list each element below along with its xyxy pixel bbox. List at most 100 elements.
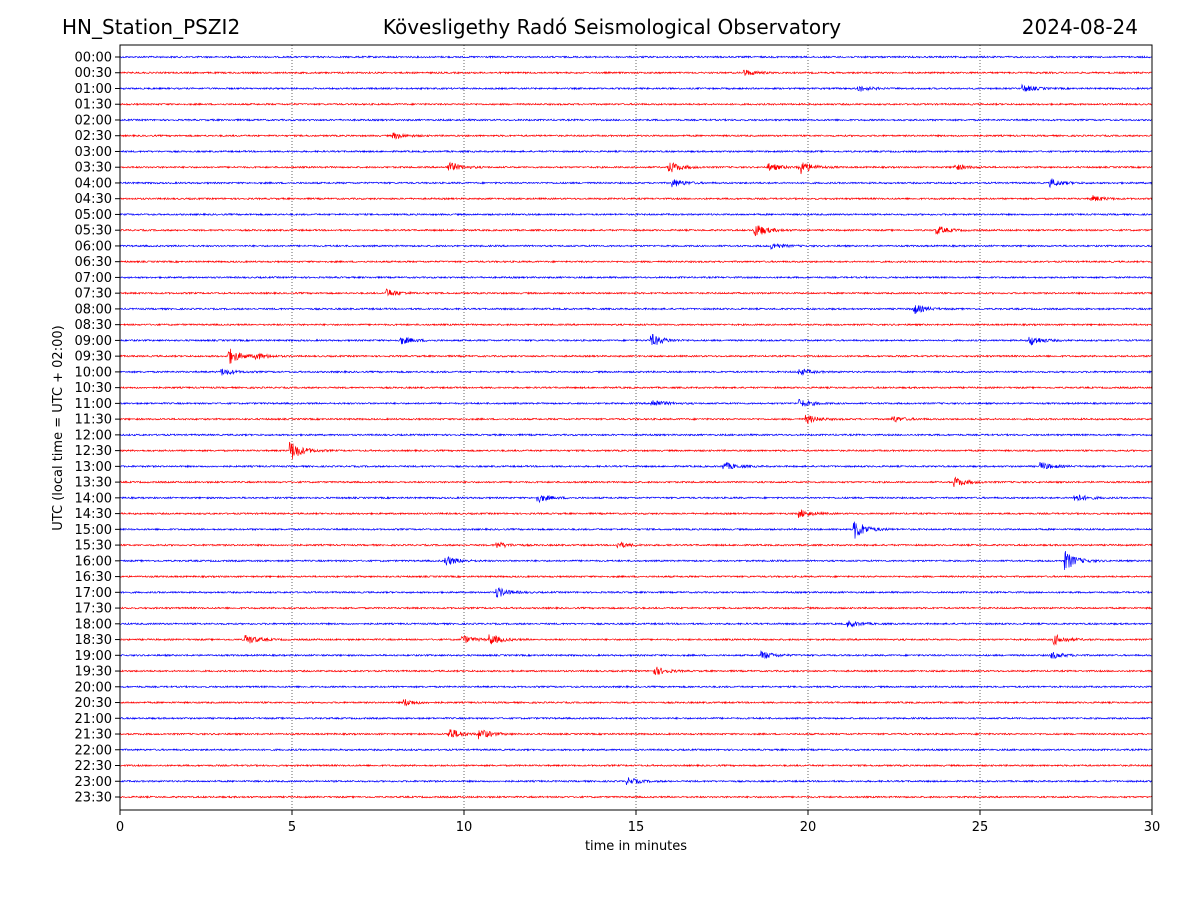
traces	[119, 55, 1153, 799]
y-tick-label: 19:00	[75, 649, 112, 664]
trace-0700	[119, 275, 1153, 280]
y-tick-label: 08:30	[75, 318, 112, 333]
y-tick-label: 07:00	[75, 271, 112, 286]
trace-0000	[119, 55, 1153, 59]
y-tick-label: 00:30	[75, 66, 112, 81]
y-tick-label: 12:30	[75, 444, 112, 459]
y-tick-label: 23:00	[75, 775, 112, 790]
y-tick-label: 01:00	[75, 82, 112, 97]
trace-1430	[119, 509, 1153, 519]
x-axis: 0 5 10 15 20 25 30	[116, 810, 1160, 835]
trace-0930	[119, 348, 1153, 364]
y-tick-label: 11:00	[75, 397, 112, 412]
grid-lines	[291, 45, 981, 810]
chart-date: 2024-08-24	[1021, 15, 1138, 39]
trace-0100	[119, 83, 1153, 92]
trace-2200	[119, 747, 1153, 752]
chart-title: Kövesligethy Radó Seismological Observat…	[382, 15, 842, 39]
y-tick-label: 01:30	[75, 98, 112, 113]
trace-1100	[119, 398, 1153, 407]
y-tick-label: 02:30	[75, 129, 112, 144]
y-tick-label: 05:00	[75, 208, 112, 223]
trace-1900	[119, 650, 1153, 660]
trace-2130	[120, 729, 1153, 740]
y-tick-label: 21:00	[75, 712, 112, 727]
y-tick-label: 04:00	[75, 176, 112, 191]
y-tick-label: 07:30	[75, 287, 112, 302]
trace-0130	[119, 102, 1153, 107]
trace-1830	[119, 633, 1153, 646]
x-tick-label: 25	[972, 820, 989, 835]
y-tick-label: 10:00	[75, 365, 112, 380]
trace-0500	[119, 212, 1153, 217]
y-axis-label: UTC (local time = UTC + 02:00)	[51, 325, 66, 530]
trace-2030	[119, 699, 1153, 707]
trace-1000	[119, 368, 1153, 376]
y-tick-label: 20:30	[75, 696, 112, 711]
y-tick-label: 13:00	[75, 460, 112, 475]
y-tick-label: 16:30	[75, 570, 112, 585]
trace-0900	[119, 334, 1153, 346]
trace-1030	[119, 385, 1153, 390]
y-tick-label: 03:30	[75, 161, 112, 176]
trace-1200	[119, 432, 1153, 437]
y-tick-label: 23:30	[75, 791, 112, 806]
y-tick-label: 18:30	[75, 633, 112, 648]
y-tick-label: 22:00	[75, 743, 112, 758]
trace-1400	[119, 494, 1153, 504]
trace-0530	[119, 225, 1153, 237]
trace-0330	[119, 161, 1153, 175]
y-tick-label: 05:30	[75, 224, 112, 239]
trace-1330	[119, 476, 1153, 488]
trace-1730	[119, 606, 1153, 611]
y-tick-label: 18:00	[75, 617, 112, 632]
y-tick-label: 06:00	[75, 239, 112, 254]
y-tick-label: 17:00	[75, 586, 112, 601]
y-tick-label: 12:00	[75, 428, 112, 443]
trace-0300	[119, 149, 1153, 154]
x-tick-label: 30	[1144, 820, 1161, 835]
y-tick-label: 15:00	[75, 523, 112, 538]
trace-1530	[119, 541, 1153, 549]
trace-2000	[119, 684, 1153, 689]
x-tick-label: 5	[288, 820, 296, 835]
trace-1130	[119, 414, 1153, 425]
trace-2100	[119, 716, 1153, 721]
trace-0430	[119, 195, 1153, 202]
trace-0030	[119, 69, 1153, 76]
trace-1700	[119, 587, 1153, 598]
trace-2230	[119, 763, 1153, 768]
y-tick-label: 00:00	[75, 51, 112, 66]
x-axis-label: time in minutes	[585, 839, 687, 854]
trace-1300	[119, 461, 1153, 470]
trace-2330	[119, 795, 1153, 799]
y-tick-label: 02:00	[75, 113, 112, 128]
y-tick-label: 11:30	[75, 413, 112, 428]
trace-1800	[119, 620, 1153, 628]
y-tick-label: 08:00	[75, 302, 112, 317]
y-tick-label: 04:30	[75, 192, 112, 207]
y-tick-label: 14:30	[75, 507, 112, 522]
x-tick-label: 10	[456, 820, 473, 835]
trace-0230	[119, 132, 1153, 140]
y-axis: 00:0000:3001:0001:3002:0002:3003:0003:30…	[75, 51, 120, 806]
trace-0830	[119, 322, 1153, 327]
trace-1600	[119, 551, 1153, 570]
x-tick-label: 20	[800, 820, 817, 835]
trace-2300	[119, 777, 1153, 785]
y-tick-label: 16:00	[75, 554, 112, 569]
x-tick-label: 0	[116, 820, 124, 835]
y-tick-label: 03:00	[75, 145, 112, 160]
y-tick-label: 17:30	[75, 602, 112, 617]
y-tick-label: 09:30	[75, 350, 112, 365]
y-tick-label: 21:30	[75, 728, 112, 743]
y-tick-label: 09:00	[75, 334, 112, 349]
trace-1630	[119, 574, 1153, 579]
trace-0400	[119, 178, 1153, 189]
trace-1500	[119, 521, 1153, 539]
y-tick-label: 20:00	[75, 680, 112, 695]
station-name: HN_Station_PSZI2	[62, 15, 241, 39]
trace-0200	[119, 118, 1153, 122]
x-tick-label: 15	[628, 820, 645, 835]
